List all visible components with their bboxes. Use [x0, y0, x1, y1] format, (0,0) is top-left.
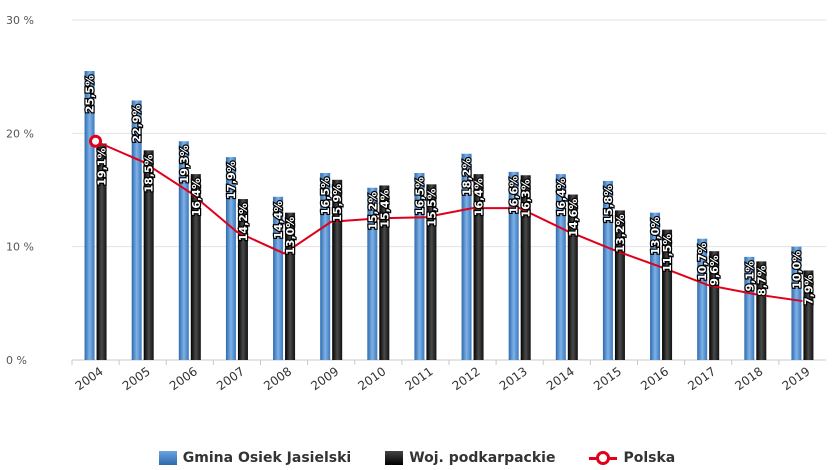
data-label-woj: 15,4%: [378, 189, 391, 227]
data-label-woj: 9,6%: [708, 255, 721, 286]
legend: Gmina Osiek Jasielski Woj. podkarpackie …: [0, 448, 834, 468]
data-label-gmina: 9,1%: [743, 261, 756, 292]
bar-woj[interactable]: [756, 261, 767, 360]
data-label-gmina: 18,2%: [461, 158, 474, 196]
data-label-woj: 15,9%: [331, 184, 344, 222]
data-label-woj: 15,5%: [425, 188, 438, 226]
bar-woj[interactable]: [709, 251, 720, 360]
y-tick-label: 20 %: [6, 127, 34, 140]
x-tick-label: 2005: [120, 364, 153, 393]
x-tick-label: 2009: [308, 364, 341, 393]
x-tick-label: 2010: [355, 364, 388, 393]
bar-woj[interactable]: [332, 179, 343, 360]
x-tick-label: 2011: [403, 364, 436, 393]
data-label-gmina: 16,5%: [319, 177, 332, 215]
bar-gmina[interactable]: [555, 174, 566, 360]
data-label-gmina: 15,8%: [602, 185, 615, 223]
bar-gmina[interactable]: [744, 256, 755, 360]
bar-gmina[interactable]: [508, 171, 519, 360]
data-label-gmina: 19,3%: [178, 145, 191, 183]
x-tick-label: 2013: [497, 364, 530, 393]
data-label-gmina: 22,9%: [131, 104, 144, 142]
bar-gmina[interactable]: [225, 157, 236, 360]
data-label-woj: 16,4%: [190, 178, 203, 216]
legend-label-gmina: Gmina Osiek Jasielski: [182, 450, 352, 466]
data-label-gmina: 16,5%: [413, 177, 426, 215]
bar-woj[interactable]: [662, 229, 673, 360]
bar-woj[interactable]: [426, 184, 437, 360]
bar-woj[interactable]: [473, 174, 484, 360]
legend-item-gmina[interactable]: Gmina Osiek Jasielski: [158, 450, 352, 466]
data-label-woj: 19,1%: [96, 148, 109, 186]
bar-woj[interactable]: [285, 212, 296, 360]
bar-gmina[interactable]: [178, 141, 189, 360]
legend-swatch-woj: [385, 451, 404, 465]
data-label-gmina: 16,6%: [508, 176, 521, 214]
data-label-gmina: 13,0%: [649, 217, 662, 255]
x-tick-label: 2006: [167, 364, 200, 393]
bar-woj[interactable]: [237, 199, 248, 360]
x-tick-label: 2015: [591, 364, 624, 393]
data-label-woj: 18,5%: [143, 154, 156, 192]
data-label-woj: 14,2%: [237, 203, 250, 241]
y-tick-label: 30 %: [6, 14, 34, 27]
legend-label-polska: Polska: [623, 450, 676, 466]
bar-woj[interactable]: [190, 174, 201, 360]
bar-gmina[interactable]: [461, 153, 472, 360]
data-label-gmina: 15,2%: [366, 192, 379, 230]
legend-swatch-polska: [589, 450, 618, 466]
x-tick-label: 2007: [214, 364, 247, 393]
bar-gmina[interactable]: [367, 187, 378, 360]
y-tick-label: 10 %: [6, 241, 34, 254]
y-tick-label: 0 %: [6, 354, 27, 367]
series-line-polska: [95, 140, 803, 303]
data-label-woj: 13,2%: [614, 214, 627, 252]
x-tick-label: 2016: [638, 364, 671, 393]
bar-woj[interactable]: [143, 150, 154, 360]
point-polska[interactable]: [89, 134, 103, 148]
bar-gmina[interactable]: [697, 238, 708, 360]
data-label-woj: 7,9%: [802, 274, 815, 305]
data-label-gmina: 10,7%: [696, 243, 709, 281]
legend-swatch-gmina: [158, 451, 177, 465]
legend-label-woj: Woj. podkarpackie: [409, 450, 556, 466]
bar-woj[interactable]: [520, 175, 531, 360]
data-label-gmina: 25,5%: [84, 75, 97, 113]
data-label-gmina: 10,0%: [790, 251, 803, 289]
legend-item-polska[interactable]: Polska: [589, 450, 675, 466]
bar-woj[interactable]: [379, 185, 390, 360]
bar-gmina[interactable]: [602, 180, 613, 360]
bar-woj[interactable]: [803, 270, 814, 360]
x-tick-label: 2014: [544, 364, 577, 393]
x-tick-label: 2008: [261, 364, 294, 393]
bar-gmina[interactable]: [131, 100, 142, 360]
bar-gmina[interactable]: [414, 173, 425, 360]
bar-woj[interactable]: [96, 143, 107, 360]
data-label-woj: 8,7%: [755, 265, 768, 296]
data-label-gmina: 17,9%: [225, 161, 238, 199]
bar-gmina[interactable]: [84, 71, 95, 360]
data-label-gmina: 16,4%: [555, 178, 568, 216]
x-tick-label: 2012: [450, 364, 483, 393]
data-label-woj: 14,6%: [567, 199, 580, 237]
x-tick-label: 2018: [732, 364, 765, 393]
data-label-woj: 16,4%: [473, 178, 486, 216]
x-tick-label: 2019: [780, 364, 813, 393]
data-label-woj: 13,0%: [284, 217, 297, 255]
x-tick-label: 2004: [73, 364, 106, 393]
bar-gmina[interactable]: [273, 196, 284, 360]
data-label-woj: 11,5%: [661, 234, 674, 272]
bar-woj[interactable]: [567, 194, 578, 360]
data-label-woj: 16,3%: [520, 179, 533, 217]
bar-gmina[interactable]: [791, 246, 802, 360]
bar-gmina[interactable]: [650, 212, 661, 360]
bar-gmina[interactable]: [320, 173, 331, 360]
bar-woj[interactable]: [614, 210, 625, 360]
data-label-gmina: 14,4%: [272, 201, 285, 239]
legend-item-woj[interactable]: Woj. podkarpackie: [385, 450, 555, 466]
x-tick-label: 2017: [685, 364, 718, 393]
